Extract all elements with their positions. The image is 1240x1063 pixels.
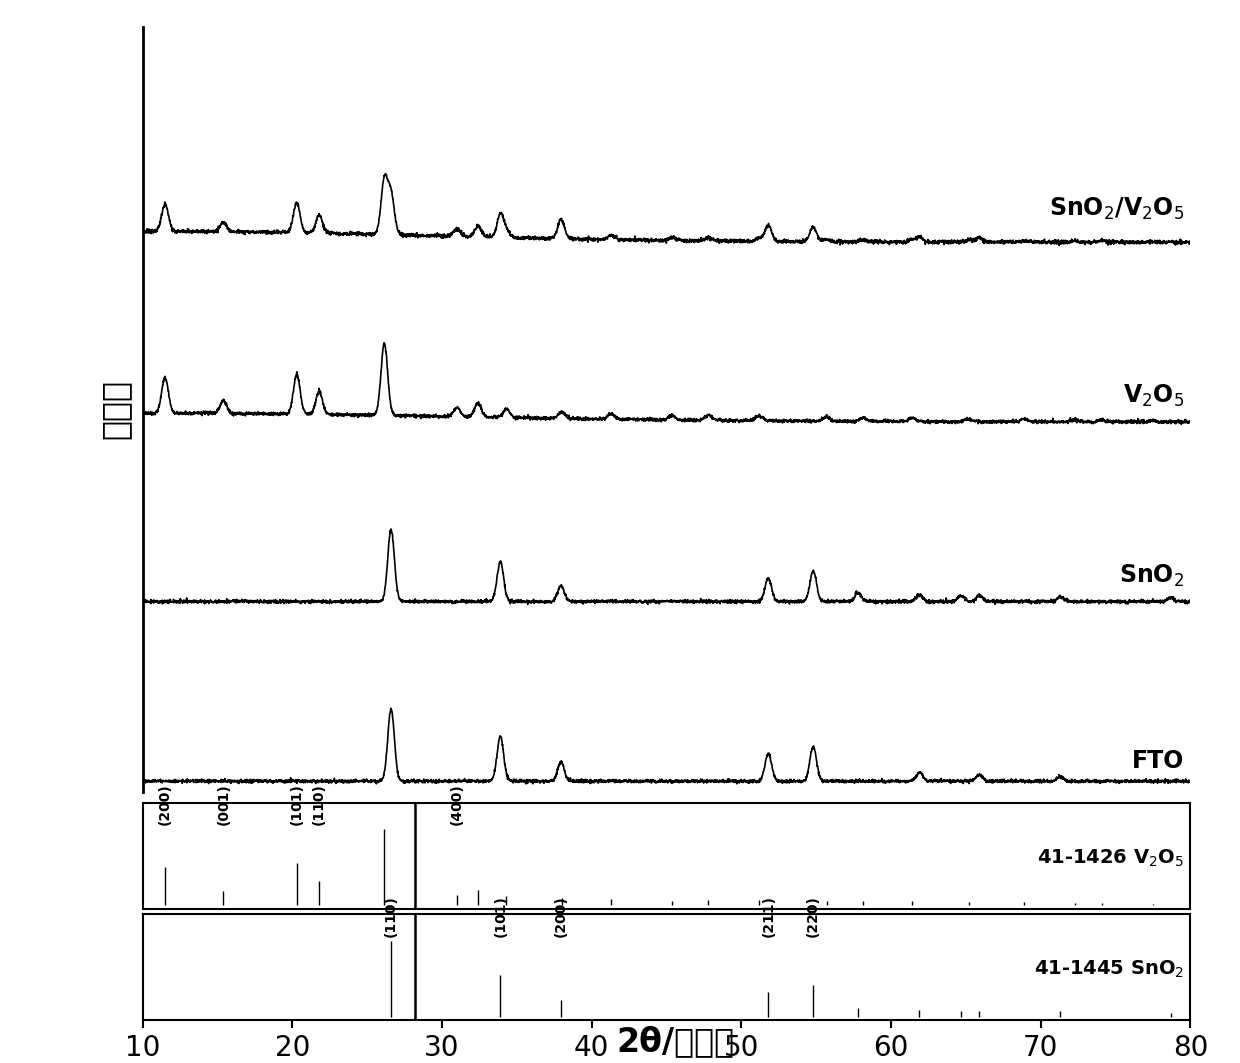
Text: FTO: FTO <box>1132 748 1184 773</box>
Text: (101): (101) <box>494 895 507 937</box>
Text: (400): (400) <box>450 783 464 825</box>
Text: (110): (110) <box>312 783 326 825</box>
Text: 2θ/衍射角: 2θ/衍射角 <box>616 1025 735 1058</box>
Text: (001): (001) <box>217 783 231 825</box>
Text: V$_2$O$_5$: V$_2$O$_5$ <box>1123 383 1184 409</box>
Y-axis label: 能量值: 能量值 <box>98 379 131 439</box>
Text: 41-1445 SnO$_2$: 41-1445 SnO$_2$ <box>1034 959 1184 980</box>
Text: (101): (101) <box>290 783 304 825</box>
Text: SnO$_2$/V$_2$O$_5$: SnO$_2$/V$_2$O$_5$ <box>1049 196 1184 222</box>
Text: (110): (110) <box>384 895 398 937</box>
Text: 41-1426 V$_2$O$_5$: 41-1426 V$_2$O$_5$ <box>1038 847 1184 868</box>
Text: SnO$_2$: SnO$_2$ <box>1120 562 1184 589</box>
Text: (200): (200) <box>157 783 172 825</box>
Text: (211): (211) <box>761 895 775 937</box>
Text: (200): (200) <box>554 895 568 937</box>
Text: (220): (220) <box>806 895 820 937</box>
